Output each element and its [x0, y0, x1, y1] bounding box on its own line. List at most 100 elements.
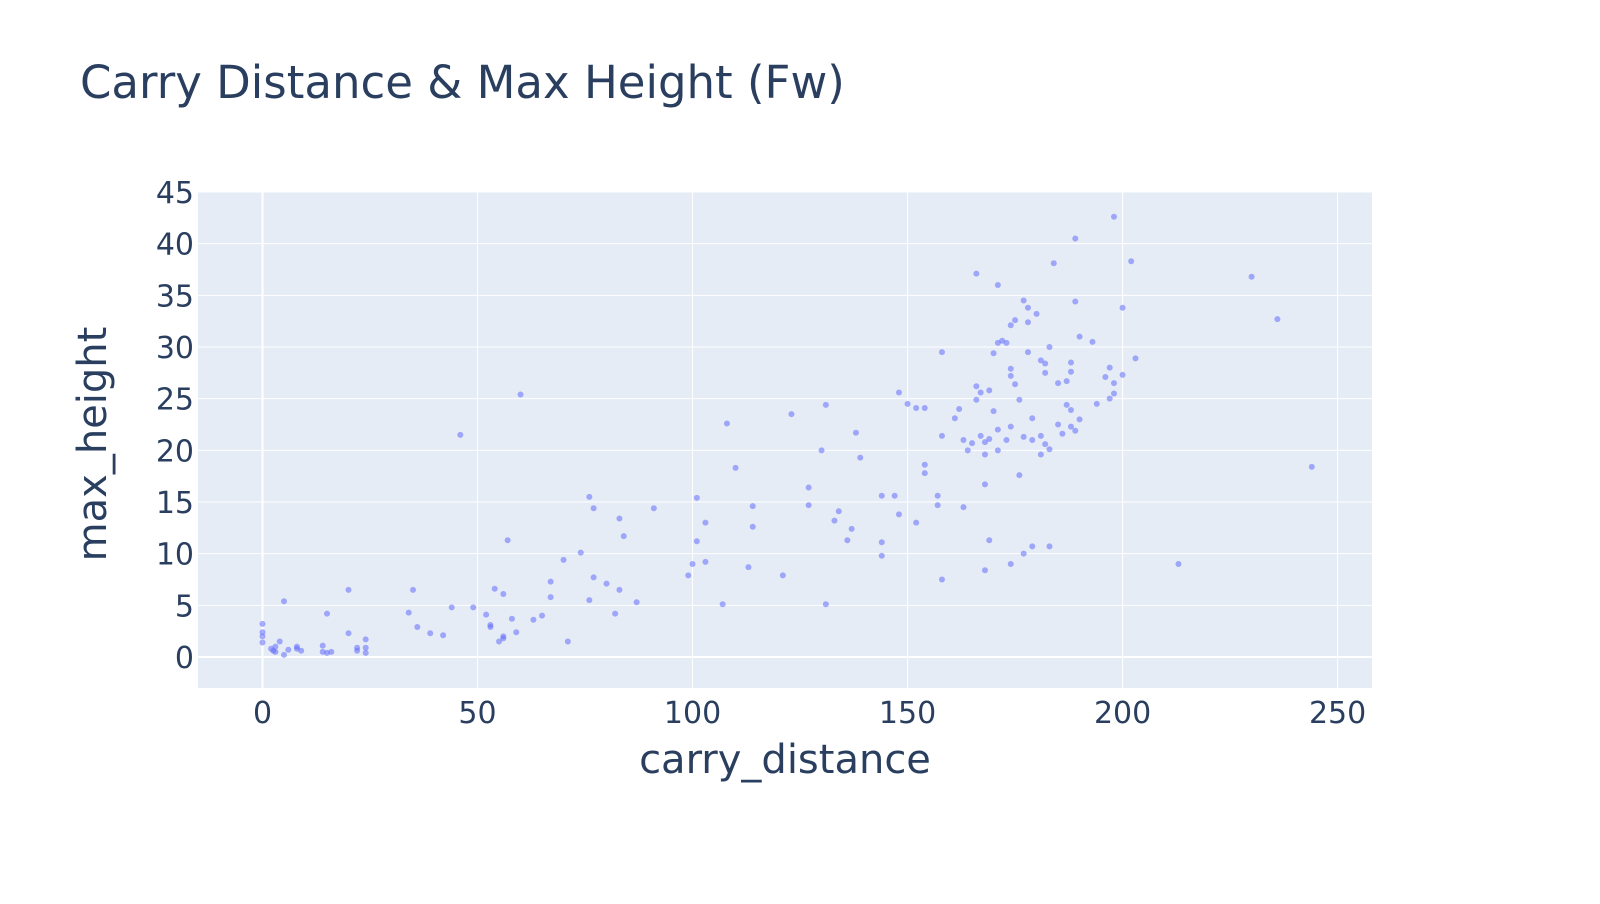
data-point — [1046, 344, 1053, 350]
data-point — [259, 629, 266, 636]
y-tick-label: 30 — [156, 331, 194, 366]
data-point — [857, 454, 864, 461]
data-point — [324, 610, 331, 617]
grid-lines — [198, 191, 1372, 688]
data-point — [539, 612, 546, 619]
data-point — [448, 604, 455, 611]
data-point — [530, 616, 537, 623]
y-tick-label: 5 — [175, 589, 194, 624]
data-point — [483, 611, 490, 618]
data-point — [1175, 561, 1182, 567]
x-axis-title: carry_distance — [639, 737, 931, 783]
data-point — [577, 549, 584, 556]
data-point — [835, 508, 842, 515]
data-point — [969, 440, 976, 447]
data-point — [362, 636, 369, 643]
y-tick-label: 35 — [156, 279, 194, 314]
data-point — [513, 629, 520, 636]
data-point — [1072, 298, 1079, 305]
data-point — [981, 451, 988, 458]
data-point — [891, 492, 898, 499]
data-point — [831, 517, 838, 524]
data-point — [487, 624, 494, 631]
data-point — [986, 537, 993, 544]
tick-labels: 0 50 100 150 200 250 0 5 10 15 20 25 30 35 40 45 — [156, 176, 1366, 731]
data-point — [878, 539, 885, 546]
data-point — [1012, 381, 1019, 388]
data-point — [1024, 304, 1031, 311]
data-point — [500, 633, 507, 640]
data-point — [496, 638, 503, 645]
data-point — [1007, 365, 1014, 372]
data-point — [620, 533, 627, 540]
data-point — [938, 576, 945, 583]
data-point — [994, 447, 1001, 454]
y-axis-title: max_height — [70, 327, 116, 562]
data-point — [1029, 437, 1036, 443]
data-point — [564, 638, 571, 645]
data-point — [1007, 372, 1014, 379]
data-point — [1003, 437, 1010, 443]
data-point — [685, 572, 692, 579]
data-point — [650, 505, 657, 512]
data-point — [612, 610, 619, 617]
data-point — [1076, 333, 1083, 340]
y-tick-label: 10 — [156, 538, 194, 573]
data-point — [702, 519, 709, 526]
data-point — [990, 350, 997, 357]
data-point — [1067, 368, 1074, 375]
data-point — [1308, 463, 1315, 470]
data-point — [1067, 407, 1074, 414]
data-point — [977, 432, 984, 439]
data-point — [964, 447, 971, 454]
data-point — [1076, 416, 1083, 423]
data-point — [1106, 395, 1113, 402]
x-tick-label: 50 — [458, 696, 496, 731]
data-point — [259, 620, 266, 627]
data-point — [281, 598, 288, 605]
data-point — [1046, 543, 1053, 550]
data-point — [1119, 371, 1126, 378]
data-point — [1046, 446, 1053, 453]
data-point — [921, 404, 928, 411]
data-point — [362, 649, 369, 656]
y-tick-label: 40 — [156, 228, 194, 263]
data-point — [904, 400, 911, 407]
data-point — [895, 389, 902, 396]
data-point — [1037, 432, 1044, 439]
data-point — [1067, 359, 1074, 366]
data-point — [508, 615, 515, 622]
data-point — [1037, 357, 1044, 364]
data-point — [973, 270, 980, 277]
data-point — [586, 493, 593, 500]
data-point — [1072, 427, 1079, 434]
data-point — [977, 389, 984, 396]
data-point — [345, 630, 352, 637]
data-point — [517, 391, 524, 398]
data-point — [1024, 319, 1031, 326]
data-point — [960, 437, 967, 443]
data-point — [822, 601, 829, 608]
data-point — [414, 624, 421, 631]
data-point — [603, 580, 610, 587]
data-point — [272, 648, 279, 655]
data-point — [259, 639, 266, 646]
data-point — [805, 502, 812, 509]
x-tick-label: 200 — [1094, 696, 1151, 731]
data-point — [1042, 441, 1049, 448]
data-point — [981, 481, 988, 488]
data-point — [878, 492, 885, 499]
data-point — [1063, 401, 1070, 408]
data-point — [281, 651, 288, 658]
data-point — [293, 643, 300, 650]
data-point — [822, 401, 829, 408]
data-point — [788, 411, 795, 418]
data-point — [405, 609, 412, 616]
data-point — [749, 503, 756, 510]
data-point — [1089, 338, 1096, 345]
data-point — [934, 492, 941, 499]
data-point — [272, 643, 279, 650]
data-point — [285, 646, 292, 653]
data-point — [732, 464, 739, 471]
data-point — [470, 604, 477, 611]
